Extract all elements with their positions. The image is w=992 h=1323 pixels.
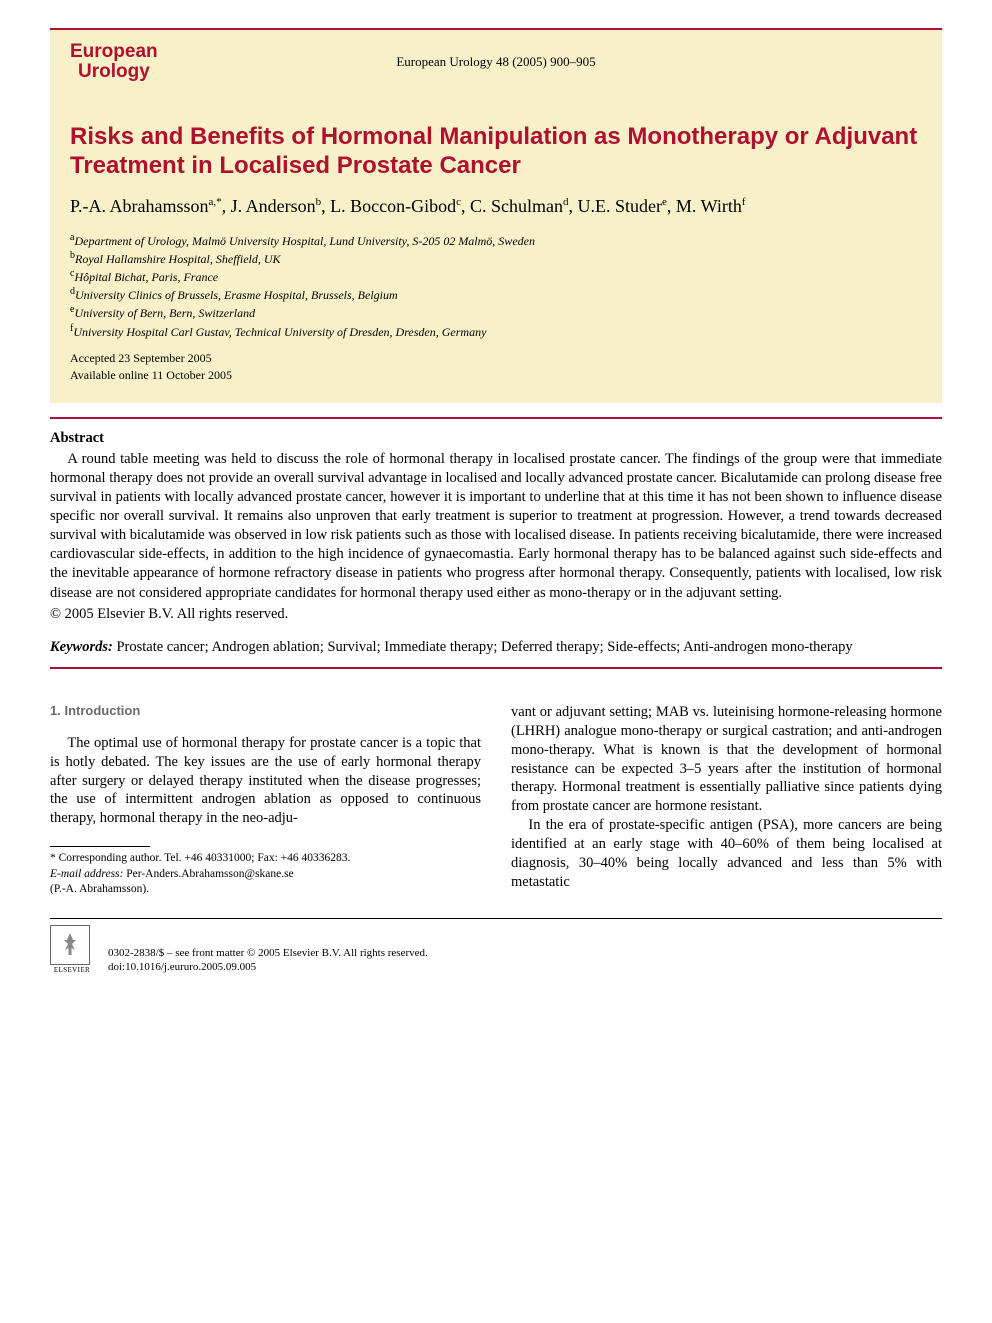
article-header: European Urology European Urology 48 (20… [50, 30, 942, 403]
doi-line: doi:10.1016/j.eururo.2005.09.005 [108, 960, 428, 974]
abstract-text: A round table meeting was held to discus… [50, 450, 942, 603]
author-paren: (P.-A. Abrahamsson). [50, 882, 481, 898]
corresponding-author: * Corresponding author. Tel. +46 4033100… [50, 851, 481, 867]
keywords-label: Keywords: [50, 639, 113, 655]
publisher-name: ELSEVIER [50, 966, 94, 975]
page-footer: ELSEVIER 0302-2838/$ – see front matter … [50, 918, 942, 975]
section-heading: 1. Introduction [50, 703, 481, 720]
elsevier-logo: ELSEVIER [50, 925, 94, 975]
journal-logo-line1: European [70, 42, 190, 62]
journal-logo: European Urology [70, 42, 190, 82]
body-paragraph: The optimal use of hormonal therapy for … [50, 734, 481, 828]
tree-icon [50, 925, 90, 965]
divider [50, 667, 942, 669]
citation-line: European Urology 48 (2005) 900–905 [190, 54, 802, 70]
affiliation-list: aDepartment of Urology, Malmö University… [70, 231, 922, 340]
column-left: 1. Introduction The optimal use of hormo… [50, 703, 481, 898]
keywords: Keywords: Prostate cancer; Androgen abla… [50, 638, 942, 657]
copyright-line: © 2005 Elsevier B.V. All rights reserved… [50, 605, 942, 624]
issn-line: 0302-2838/$ – see front matter © 2005 El… [108, 946, 428, 960]
body-paragraph: vant or adjuvant setting; MAB vs. lutein… [511, 703, 942, 816]
abstract-heading: Abstract [50, 430, 104, 446]
email-address: Per-Anders.Abrahamsson@skane.se [126, 868, 294, 880]
online-date: Available online 11 October 2005 [70, 367, 922, 384]
article-title: Risks and Benefits of Hormonal Manipulat… [70, 122, 922, 181]
column-right: vant or adjuvant setting; MAB vs. lutein… [511, 703, 942, 898]
body-columns: 1. Introduction The optimal use of hormo… [50, 703, 942, 898]
dates: Accepted 23 September 2005 Available onl… [70, 350, 922, 385]
email-label: E-mail address: [50, 868, 123, 880]
author-list: P.-A. Abrahamssona,*, J. Andersonb, L. B… [70, 194, 922, 218]
footnote-rule [50, 846, 150, 847]
journal-logo-line2: Urology [70, 62, 190, 82]
accepted-date: Accepted 23 September 2005 [70, 350, 922, 367]
body-paragraph: In the era of prostate-specific antigen … [511, 816, 942, 891]
divider [50, 417, 942, 419]
abstract-block: Abstract A round table meeting was held … [50, 429, 942, 657]
footer-text: 0302-2838/$ – see front matter © 2005 El… [108, 946, 428, 975]
footnotes: * Corresponding author. Tel. +46 4033100… [50, 851, 481, 898]
keywords-text: Prostate cancer; Androgen ablation; Surv… [116, 639, 852, 655]
